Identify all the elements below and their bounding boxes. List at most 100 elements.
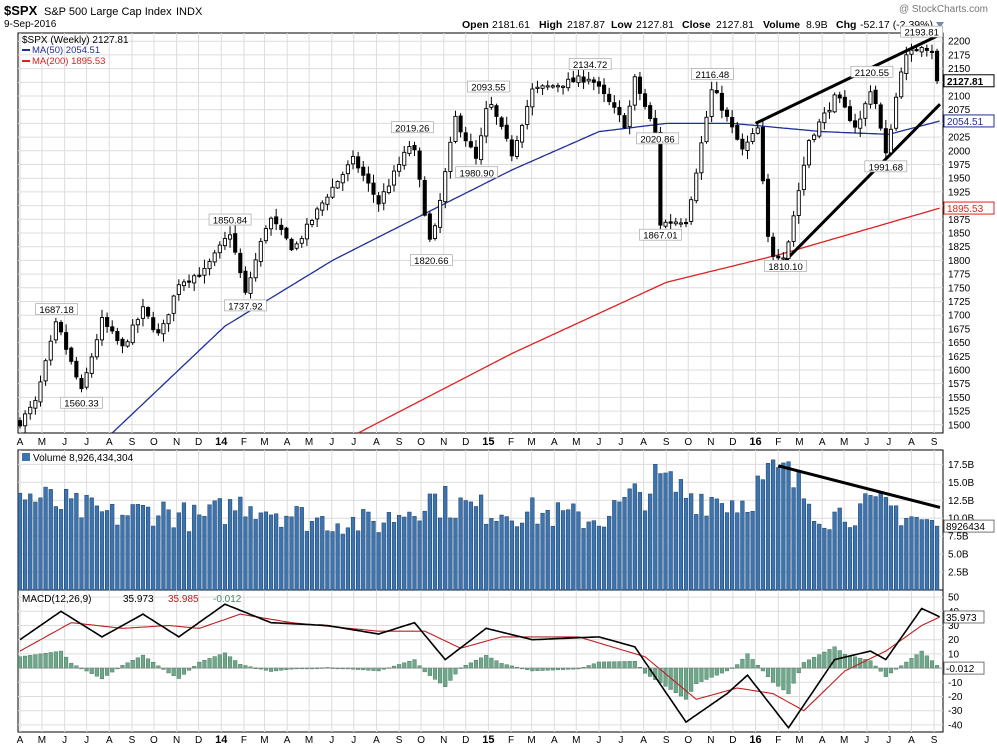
candle-body bbox=[832, 94, 837, 113]
candle-body bbox=[294, 243, 299, 249]
candle-body bbox=[289, 238, 294, 251]
x-tick-label: F bbox=[775, 735, 781, 746]
volume-bar bbox=[924, 519, 929, 591]
candle-body bbox=[238, 252, 243, 274]
volume-bar bbox=[176, 512, 181, 591]
candle-body bbox=[709, 89, 714, 117]
chart-name: S&P 500 Large Cap Index bbox=[44, 6, 172, 18]
volume-bar bbox=[443, 485, 448, 591]
annotation-box bbox=[410, 254, 453, 266]
volume-bar bbox=[463, 500, 468, 591]
x-tick-label: M bbox=[260, 437, 268, 448]
volume-bar bbox=[596, 525, 602, 591]
price-trendline bbox=[784, 103, 942, 262]
x-tick-label: J bbox=[62, 735, 67, 746]
annotation-box bbox=[900, 25, 944, 38]
annotation-label: 1820.66 bbox=[414, 256, 448, 267]
macd-hist-bar bbox=[238, 664, 243, 669]
candle-body bbox=[637, 76, 642, 94]
candle-body bbox=[222, 238, 227, 247]
volume-bar bbox=[771, 459, 776, 591]
candle-body bbox=[683, 222, 689, 225]
annotation-label: 2134.72 bbox=[573, 60, 607, 71]
x-tick-label: A bbox=[551, 437, 558, 448]
macd-hist-bar bbox=[202, 660, 207, 669]
x-tick-label: M bbox=[260, 735, 268, 746]
x-tick-label: D bbox=[462, 437, 469, 448]
candle-body bbox=[48, 340, 53, 361]
macd-hist-bar bbox=[740, 658, 745, 669]
macd-hist-bar bbox=[888, 667, 894, 674]
candle-body bbox=[894, 96, 899, 129]
volume-bar bbox=[89, 497, 94, 591]
macd-signal-value: 35.985 bbox=[168, 594, 199, 605]
candle-body bbox=[530, 88, 535, 108]
macd-hist-bar bbox=[689, 667, 694, 692]
x-tick-label: J bbox=[886, 437, 891, 448]
price-y-tick: 1950 bbox=[948, 174, 971, 185]
candle-body bbox=[817, 121, 822, 137]
x-tick-label: S bbox=[931, 735, 938, 746]
volume-bar bbox=[371, 521, 376, 591]
candle-body bbox=[704, 116, 709, 143]
volume-y-tick: 2.5B bbox=[948, 568, 969, 579]
x-tick-label: A bbox=[551, 735, 558, 746]
macd-y-tick: -30 bbox=[948, 706, 963, 717]
candle-body bbox=[350, 156, 356, 165]
x-tick-label: O bbox=[684, 437, 692, 448]
price-y-tick: 1500 bbox=[948, 420, 971, 431]
price-y-tick: 1625 bbox=[948, 352, 971, 363]
x-tick-label: F bbox=[241, 735, 247, 746]
candle-body bbox=[791, 215, 796, 242]
volume-bar bbox=[566, 509, 571, 591]
x-tick-label: A bbox=[17, 735, 24, 746]
x-tick-label: M bbox=[38, 437, 46, 448]
macd-y-tick: -10 bbox=[948, 678, 963, 689]
x-tick-label: J bbox=[596, 735, 601, 746]
volume-bar bbox=[274, 513, 279, 591]
candle-body bbox=[105, 317, 110, 327]
candle-body bbox=[622, 115, 627, 129]
x-tick-label: J bbox=[886, 735, 891, 746]
volume-bar bbox=[417, 520, 422, 591]
candle-body bbox=[499, 117, 504, 127]
x-tick-label: S bbox=[396, 735, 403, 746]
volume-bar bbox=[622, 496, 627, 591]
x-tick-label: 16 bbox=[749, 734, 761, 746]
macd-last-label: 35.973 bbox=[946, 613, 977, 624]
candle-body bbox=[248, 277, 253, 294]
volume-bar bbox=[755, 475, 760, 591]
volume-bar bbox=[781, 462, 786, 591]
macd-hist-bar bbox=[904, 661, 909, 669]
volume-bar bbox=[612, 500, 617, 591]
volume-bar bbox=[151, 525, 156, 591]
axes: A A M M J J J J A A S S O O N N D D 14 14 F F M M A A M M J J J J A A S S O O… bbox=[17, 37, 995, 746]
macd-hist-bar bbox=[673, 667, 678, 694]
x-tick-label: A bbox=[819, 437, 826, 448]
candle-body bbox=[899, 71, 904, 98]
candle-body bbox=[643, 93, 648, 107]
candle-body bbox=[391, 170, 397, 186]
macd-hist-bar bbox=[146, 658, 151, 669]
macd-hist-bar bbox=[796, 667, 801, 674]
candle-body bbox=[356, 156, 361, 169]
x-tick-label: M bbox=[795, 437, 803, 448]
candle-body bbox=[581, 76, 586, 83]
macd-hist-bar bbox=[84, 667, 89, 672]
candle-body bbox=[724, 109, 730, 117]
candle-body bbox=[776, 255, 781, 259]
annotation-label: 1737.92 bbox=[228, 301, 262, 312]
volume-bar bbox=[519, 522, 525, 591]
macd-hist-bar bbox=[642, 667, 648, 674]
macd-hist-bar bbox=[48, 652, 53, 669]
volume-bar bbox=[376, 532, 381, 591]
candle-body bbox=[345, 164, 350, 175]
candle-body bbox=[750, 133, 755, 142]
candle-body bbox=[335, 181, 340, 189]
candle-body bbox=[130, 324, 135, 344]
last-price-label: 2054.51 bbox=[947, 117, 984, 128]
candle-body bbox=[914, 49, 919, 52]
candle-body bbox=[115, 331, 120, 342]
dropdown-arrow-icon[interactable] bbox=[936, 22, 944, 28]
x-tick-label: N bbox=[173, 735, 180, 746]
